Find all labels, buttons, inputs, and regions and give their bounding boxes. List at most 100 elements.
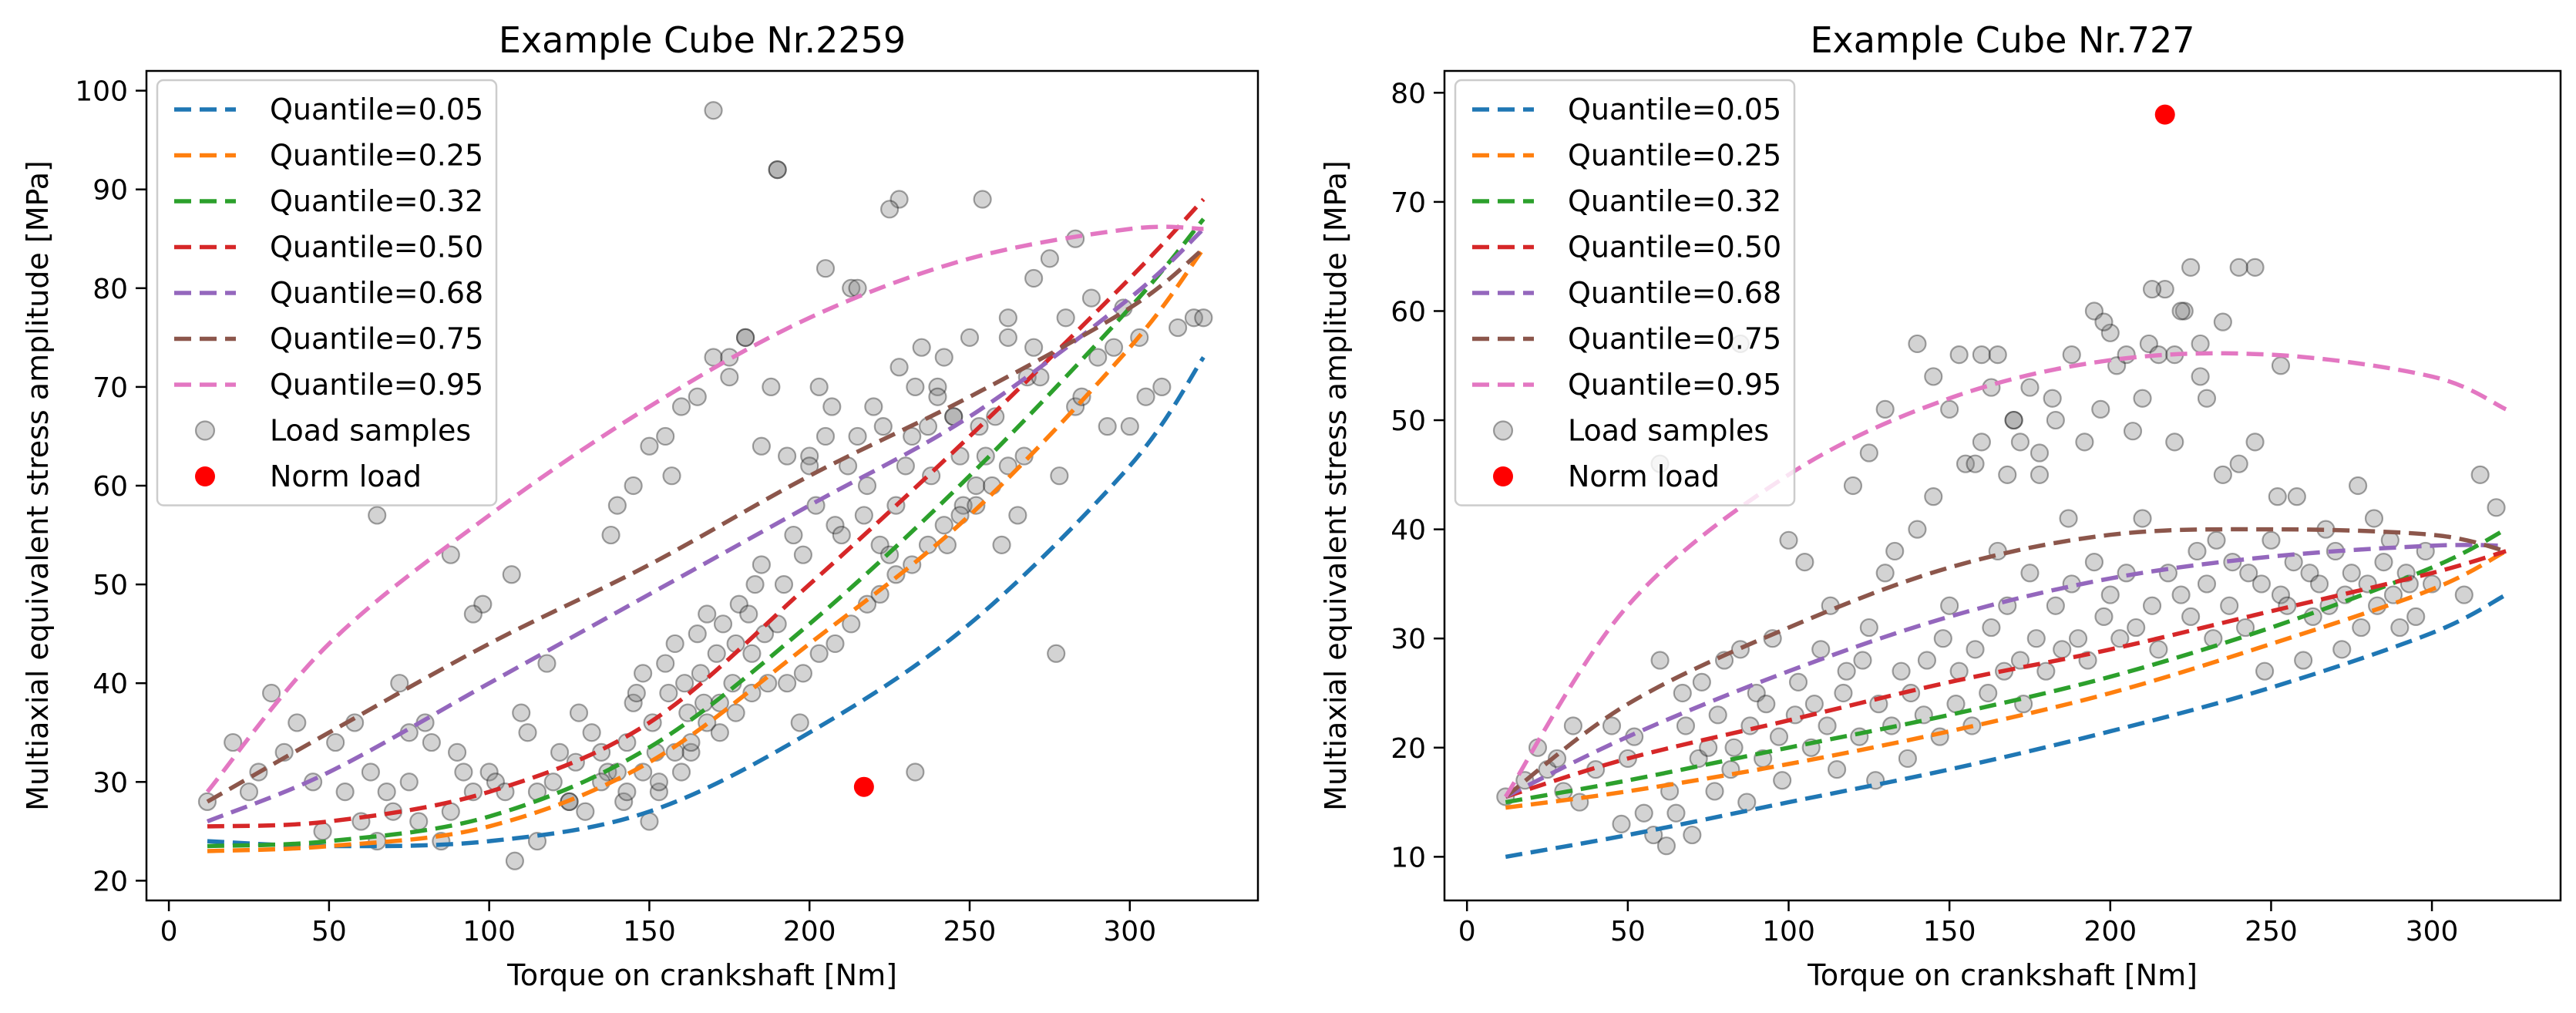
- load-sample-point: [288, 713, 307, 732]
- load-sample-point: [1773, 771, 1792, 790]
- load-sample-point: [736, 328, 755, 347]
- load-sample-point: [1998, 465, 2017, 484]
- load-sample-point: [1875, 399, 1895, 419]
- load-sample-point: [2181, 257, 2201, 277]
- load-sample-point: [441, 545, 460, 564]
- load-sample-point: [967, 496, 986, 515]
- load-sample-point: [713, 614, 733, 634]
- load-sample-point: [2422, 574, 2442, 594]
- load-sample-point: [335, 782, 355, 802]
- load-sample-point: [505, 851, 524, 870]
- load-sample-point: [390, 674, 409, 693]
- load-sample-point: [2020, 564, 2040, 583]
- load-sample-point: [518, 723, 537, 742]
- load-sample-point: [752, 436, 771, 456]
- load-sample-point: [2133, 389, 2152, 408]
- load-sample-point: [816, 426, 836, 446]
- load-sample-point: [681, 732, 701, 752]
- load-sample-point: [1050, 466, 1069, 486]
- load-sample-point: [313, 822, 332, 841]
- load-sample-point: [2213, 465, 2232, 484]
- load-sample-point: [441, 802, 460, 821]
- load-sample-point: [1769, 727, 1789, 746]
- quantile-curve-0-50: [1505, 549, 2507, 799]
- load-sample-point: [1859, 443, 1878, 463]
- load-sample-point: [967, 476, 986, 496]
- load-sample-point: [659, 683, 678, 703]
- load-sample-point: [1047, 644, 1066, 663]
- load-sample-point: [1650, 651, 1670, 670]
- load-sample-point: [1056, 308, 1075, 328]
- legend-label: Quantile=0.50: [1568, 231, 1781, 264]
- load-sample-point: [1885, 541, 1905, 561]
- legend-label: Quantile=0.32: [270, 184, 483, 218]
- load-sample-point: [1917, 651, 1937, 670]
- load-sample-point: [649, 782, 668, 802]
- load-sample-point: [1892, 661, 1911, 681]
- load-sample-point: [326, 732, 345, 752]
- load-sample-point: [928, 377, 947, 397]
- load-sample-point: [726, 634, 745, 654]
- load-sample-point: [694, 693, 714, 712]
- legend-label: Quantile=0.50: [270, 231, 483, 264]
- load-sample-point: [870, 535, 889, 554]
- load-sample-point: [752, 555, 771, 574]
- load-sample-point: [2300, 564, 2319, 583]
- legend-label: Quantile=0.95: [270, 368, 483, 402]
- load-sample-point: [1120, 417, 1139, 436]
- load-sample-point: [2091, 399, 2110, 419]
- load-sample-point: [2059, 509, 2078, 528]
- load-sample-point: [1547, 749, 1567, 769]
- load-sample-point: [2349, 476, 2368, 496]
- load-sample-point: [2100, 323, 2120, 342]
- load-sample-point: [1924, 487, 1943, 506]
- load-sample-point: [934, 516, 953, 535]
- load-sample-point: [261, 683, 281, 703]
- load-sample-point: [2010, 432, 2030, 452]
- load-sample-point: [2062, 345, 2081, 365]
- legend-label: Quantile=0.68: [270, 276, 483, 310]
- load-sample-point: [742, 683, 762, 703]
- y-tick-label: 60: [1391, 296, 1426, 328]
- quantile-curve-0-32: [207, 217, 1206, 849]
- load-sample-point: [2239, 564, 2258, 583]
- load-sample-point: [1612, 814, 1631, 833]
- load-sample-point: [2374, 553, 2393, 572]
- load-sample-point: [2004, 410, 2023, 430]
- load-sample-point: [1088, 348, 1108, 367]
- load-sample-point: [1982, 618, 2001, 638]
- load-sample-point: [726, 703, 745, 722]
- load-sample-point: [656, 426, 675, 446]
- load-sample-point: [1008, 506, 1027, 525]
- load-sample-point: [2197, 574, 2217, 594]
- load-sample-point: [409, 812, 429, 831]
- load-sample-point: [848, 426, 867, 446]
- legend-label: Quantile=0.05: [1568, 93, 1781, 126]
- load-sample-point: [848, 278, 867, 298]
- x-tick-label: 300: [1103, 916, 1156, 947]
- load-sample-point: [377, 782, 396, 802]
- load-sample-point: [1940, 399, 1959, 419]
- y-tick-label: 50: [92, 570, 128, 601]
- load-sample-point: [778, 674, 797, 693]
- chart-title: Example Cube Nr.2259: [499, 19, 906, 61]
- load-sample-point: [1804, 695, 1824, 714]
- load-sample-point: [1705, 782, 1724, 801]
- quantile-curve-0-25: [1505, 549, 2507, 810]
- y-tick-label: 70: [92, 372, 128, 404]
- load-sample-point: [1040, 249, 1059, 268]
- legend-label: Quantile=0.75: [270, 322, 483, 356]
- y-tick-label: 80: [92, 274, 128, 305]
- load-sample-point: [739, 604, 758, 624]
- load-sample-point: [601, 525, 620, 545]
- load-sample-point: [864, 397, 883, 416]
- load-sample-point: [934, 348, 953, 367]
- y-axis-label: Multiaxial equivalent stress amplitude […: [1319, 160, 1353, 811]
- load-sample-point: [778, 446, 797, 466]
- quantile-curve-0-68: [1505, 543, 2507, 799]
- load-sample-point: [896, 456, 915, 476]
- load-sample-point: [2287, 487, 2306, 506]
- load-sample-point: [1818, 716, 1837, 735]
- load-sample-point: [707, 644, 726, 663]
- load-sample-point: [1946, 695, 1966, 714]
